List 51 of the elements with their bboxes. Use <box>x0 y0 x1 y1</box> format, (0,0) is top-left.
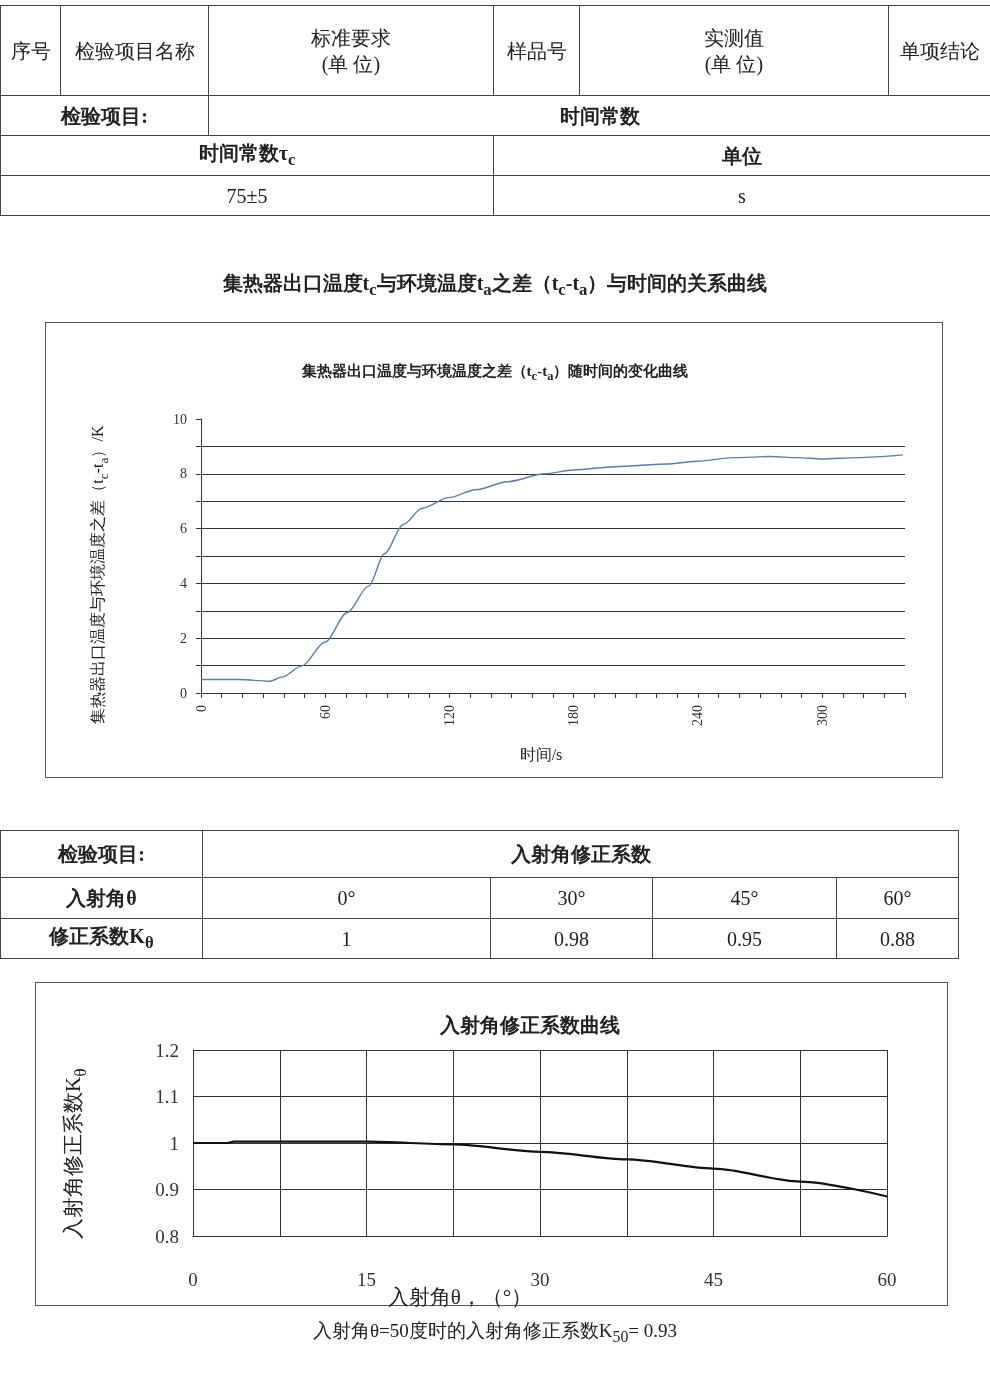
x-tick-label: 240 <box>690 705 706 726</box>
text: 30° <box>490 877 653 919</box>
text: 0.98 <box>490 918 653 959</box>
text: s <box>493 175 990 216</box>
x-tick-label: 300 <box>814 705 830 726</box>
y-tick-label: 0.9 <box>155 1179 179 1200</box>
text: 实测值 (单 位) <box>579 5 889 96</box>
x-tick-label: 0 <box>193 705 209 712</box>
text: 45° <box>652 877 837 919</box>
text: 0.88 <box>836 918 959 959</box>
y-tick-label: 6 <box>180 521 187 537</box>
text: 入射角修正系数 <box>202 830 959 878</box>
x-tick-label: 60 <box>317 705 333 719</box>
x-axis-title: 入射角θ，（°） <box>387 1285 533 1309</box>
y-tick-label: 1.2 <box>155 1039 179 1061</box>
y-tick-label: 2 <box>180 630 187 646</box>
text: 样品号 <box>493 5 580 96</box>
text: 检验项目名称 <box>60 5 209 96</box>
text: 75±5 <box>0 175 494 216</box>
text: 修正系数K$_{θ}$ <box>0 918 203 959</box>
text: 检验项目: <box>0 830 203 878</box>
chart-subtitle: 集热器出口温度与环境温度之差（t$_{c}$-t$_{a}$）随时间的变化曲线 <box>300 362 690 384</box>
y-tick-label: 1.1 <box>155 1086 179 1107</box>
text: 单项结论 <box>888 5 990 96</box>
text: 时间常数τ$_{c}$ <box>0 135 494 176</box>
chart-title: 集热器出口温度t$_{c}$与环境温度t$_{a}$之差（t$_{c}$-t$_{a}$）与时间的关系曲线 <box>222 272 768 299</box>
y-tick-label: 8 <box>180 466 187 482</box>
text: 0° <box>202 877 491 919</box>
x-tick-label: 30 <box>530 1269 550 1290</box>
y-tick-label: 4 <box>180 575 187 591</box>
x-tick-label: 45 <box>704 1269 723 1290</box>
x-tick-label: 120 <box>441 705 457 726</box>
x-axis-title: 时间/s <box>518 745 564 765</box>
y-tick-label: 10 <box>173 411 187 427</box>
x-tick-label: 60 <box>877 1269 897 1290</box>
chart-title: 入射角修正系数曲线 <box>439 1013 621 1038</box>
x-tick-label: 180 <box>566 705 582 726</box>
line-series <box>191 1140 889 1198</box>
y-tick-label: 1 <box>169 1132 179 1154</box>
text: 序号 <box>0 5 61 96</box>
text: 时间常数 <box>208 95 990 136</box>
x-tick-label: 15 <box>357 1269 376 1290</box>
y-tick-label: 0 <box>180 685 187 701</box>
y-tick-label: 0.8 <box>155 1225 179 1247</box>
text: 入射角θ=50度时的入射角修正系数K$_{50}$= 0.93 <box>311 1319 679 1346</box>
text: 0.95 <box>652 918 837 959</box>
text: 入射角θ <box>0 877 203 919</box>
text: 单位 <box>493 135 990 176</box>
text: 检验项目: <box>0 95 209 136</box>
text: 标准要求 (单 位) <box>208 5 494 96</box>
text: 60° <box>836 877 959 919</box>
